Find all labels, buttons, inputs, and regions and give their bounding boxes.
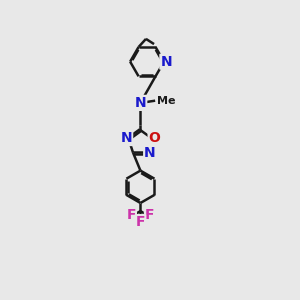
Text: F: F xyxy=(136,215,145,229)
Text: N: N xyxy=(160,55,172,69)
Text: N: N xyxy=(121,131,132,145)
Text: F: F xyxy=(127,208,136,222)
Text: N: N xyxy=(135,96,146,110)
Text: F: F xyxy=(145,208,154,222)
Text: N: N xyxy=(144,146,156,161)
Text: O: O xyxy=(148,131,160,145)
Text: Me: Me xyxy=(157,96,175,106)
